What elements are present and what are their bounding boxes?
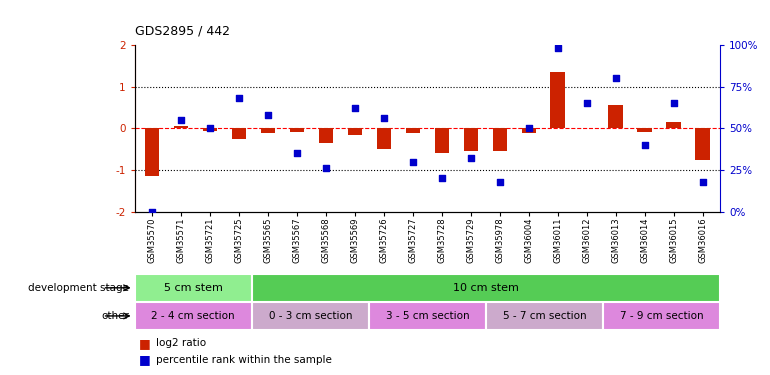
Point: [696, 179, 708, 185]
Bar: [135, 302, 252, 330]
Point: [349, 105, 361, 111]
Point: [436, 176, 448, 181]
Text: 0 - 3 cm section: 0 - 3 cm section: [269, 311, 352, 321]
Text: log2 ratio: log2 ratio: [156, 338, 206, 348]
Bar: [638, 128, 652, 132]
Point: [464, 156, 477, 162]
Point: [378, 116, 390, 122]
Bar: [252, 274, 720, 302]
Point: [291, 150, 303, 156]
Bar: [348, 128, 362, 135]
Bar: [232, 128, 246, 139]
Bar: [493, 128, 507, 152]
Point: [320, 165, 332, 171]
Bar: [434, 128, 449, 153]
Point: [551, 45, 564, 51]
Text: percentile rank within the sample: percentile rank within the sample: [156, 355, 331, 365]
Text: GDS2895 / 442: GDS2895 / 442: [135, 24, 229, 38]
Bar: [464, 128, 478, 152]
Text: 7 - 9 cm section: 7 - 9 cm section: [620, 311, 703, 321]
Text: 2 - 4 cm section: 2 - 4 cm section: [152, 311, 235, 321]
Point: [494, 179, 506, 185]
Bar: [551, 72, 565, 128]
Bar: [203, 128, 217, 130]
Bar: [377, 128, 391, 149]
Point: [638, 142, 651, 148]
Bar: [261, 128, 275, 133]
Point: [262, 112, 274, 118]
Bar: [369, 302, 486, 330]
Point: [233, 95, 245, 101]
Text: ■: ■: [139, 354, 150, 366]
Point: [146, 209, 159, 215]
Bar: [406, 128, 420, 133]
Text: 5 cm stem: 5 cm stem: [164, 283, 223, 293]
Bar: [603, 302, 720, 330]
Bar: [174, 126, 189, 128]
Point: [668, 100, 680, 106]
Point: [523, 125, 535, 131]
Text: development stage: development stage: [28, 283, 129, 293]
Bar: [695, 128, 710, 160]
Bar: [666, 122, 681, 128]
Point: [204, 125, 216, 131]
Text: other: other: [101, 311, 129, 321]
Bar: [135, 274, 252, 302]
Bar: [290, 128, 304, 132]
Point: [407, 159, 419, 165]
Point: [175, 117, 187, 123]
Text: 5 - 7 cm section: 5 - 7 cm section: [503, 311, 586, 321]
Bar: [145, 128, 159, 176]
Text: 10 cm stem: 10 cm stem: [453, 283, 519, 293]
Text: 3 - 5 cm section: 3 - 5 cm section: [386, 311, 469, 321]
Point: [610, 75, 622, 81]
Bar: [486, 302, 603, 330]
Bar: [521, 128, 536, 133]
Bar: [252, 302, 369, 330]
Bar: [608, 105, 623, 128]
Text: ■: ■: [139, 337, 150, 350]
Bar: [319, 128, 333, 143]
Point: [581, 100, 593, 106]
